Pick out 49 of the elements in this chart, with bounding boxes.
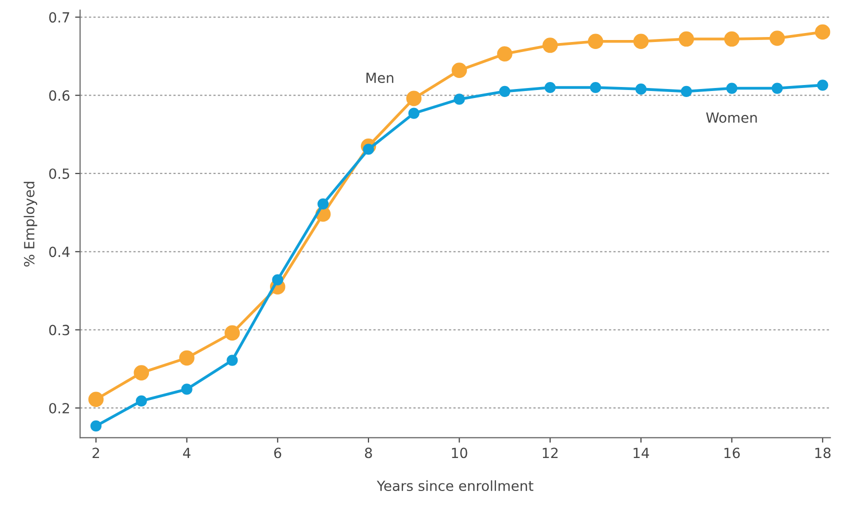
point (678, 31, 694, 47)
point (134, 365, 150, 380)
point (544, 82, 556, 94)
point (136, 395, 147, 407)
y-tick-label: 0.7 (49, 12, 70, 23)
y-tick-label: 0.3 (49, 324, 70, 336)
x-tick-label: 12 (542, 448, 558, 458)
point (272, 274, 284, 286)
point (224, 325, 240, 341)
point (680, 86, 692, 97)
y-tick-label: 0.2 (49, 402, 69, 414)
point (406, 90, 422, 106)
point (633, 34, 649, 50)
point (179, 350, 194, 366)
point (452, 62, 467, 78)
point (772, 82, 783, 94)
x-tick-label: 2 (92, 448, 100, 458)
point (499, 86, 510, 97)
point (497, 46, 512, 62)
series-label: Men (366, 72, 394, 84)
x-tick-label: 6 (274, 448, 282, 458)
point (226, 354, 238, 366)
point (635, 84, 647, 95)
x-tick-label: 18 (815, 448, 831, 458)
x-tick-label: 14 (634, 448, 650, 458)
y-axis-title: % Employed (24, 182, 38, 266)
point (88, 392, 104, 408)
point (724, 31, 740, 47)
x-tick-label: 10 (452, 448, 468, 458)
x-axis-title: Years since enrollment (376, 480, 534, 492)
x-tick-label: 16 (724, 448, 740, 458)
point (590, 82, 602, 94)
point (408, 108, 420, 119)
series-label: Women (706, 112, 757, 123)
x-tick-label: 8 (365, 448, 372, 458)
point (814, 24, 830, 40)
point (181, 384, 192, 395)
y-tick-label: 0.4 (49, 246, 70, 258)
point (318, 198, 329, 210)
point (542, 38, 558, 53)
point (454, 94, 465, 105)
x-tick-label: 4 (183, 448, 190, 458)
y-tick-label: 0.6 (49, 90, 70, 101)
point (726, 82, 738, 94)
point (90, 420, 102, 432)
y-tick-label: 0.5 (49, 168, 70, 179)
point (817, 80, 828, 91)
point (770, 30, 785, 46)
point (588, 34, 604, 50)
